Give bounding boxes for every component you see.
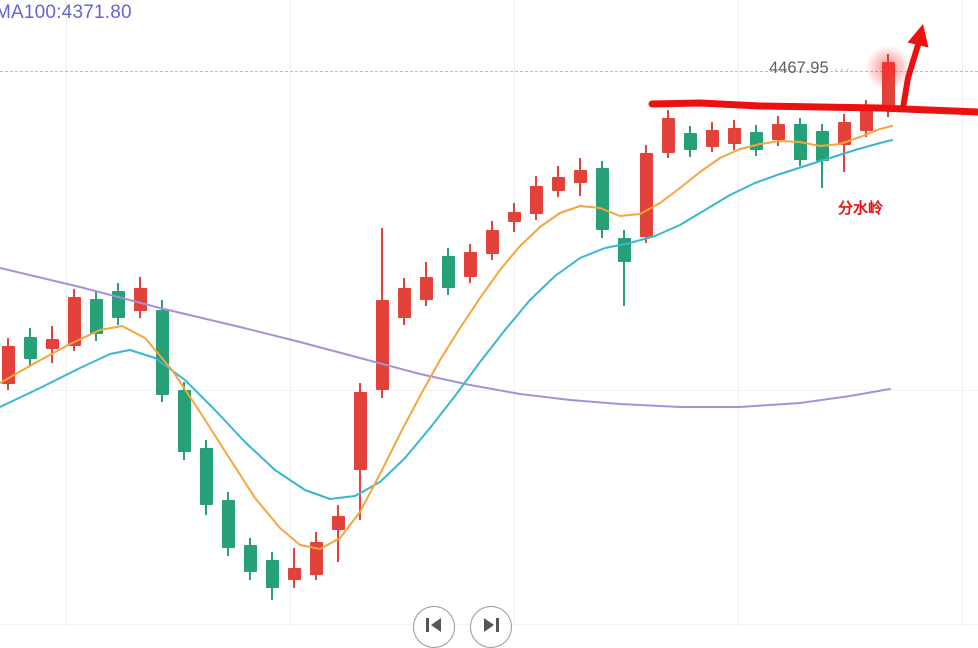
candle	[266, 560, 279, 588]
candle	[354, 392, 367, 470]
candle	[486, 230, 499, 254]
candle	[618, 238, 631, 262]
candle	[750, 132, 763, 150]
candle	[552, 177, 565, 191]
watershed-annotation-label: 分水岭	[838, 200, 884, 217]
candle	[68, 297, 81, 346]
candle	[134, 288, 147, 311]
candle	[794, 124, 807, 160]
candle	[2, 346, 15, 384]
price-leader-dots: ···	[833, 62, 852, 76]
skip-back-button[interactable]	[413, 606, 455, 648]
candle	[574, 170, 587, 183]
candle	[530, 186, 543, 214]
candle	[112, 291, 125, 318]
ma100-indicator-label: MA100:4371.80	[0, 2, 132, 23]
candle	[706, 130, 719, 147]
candle	[24, 337, 37, 359]
candle	[332, 516, 345, 530]
candle	[772, 124, 785, 140]
candle	[464, 252, 477, 277]
candle	[376, 300, 389, 390]
candle	[728, 128, 741, 144]
candle	[156, 310, 169, 395]
candlestick-chart[interactable]	[0, 0, 978, 628]
candle	[200, 448, 213, 505]
candle	[860, 110, 873, 131]
candle	[178, 390, 191, 452]
last-price-value: 4467.95	[769, 59, 829, 77]
last-price-label: 4467.95 ···	[769, 59, 852, 78]
candle	[442, 256, 455, 288]
last-candle-glow	[864, 44, 912, 92]
vertical-gridline	[962, 0, 963, 628]
last-price-dashed-line	[0, 71, 978, 72]
candle	[222, 500, 235, 548]
candle	[310, 542, 323, 575]
skip-back-icon	[426, 618, 441, 632]
candle	[420, 277, 433, 300]
candle	[640, 153, 653, 237]
candle	[662, 118, 675, 153]
candle	[46, 339, 59, 349]
candle	[684, 133, 697, 150]
candle-wick	[337, 505, 339, 562]
candle	[398, 288, 411, 318]
candle	[90, 299, 103, 334]
skip-forward-button[interactable]	[470, 606, 512, 648]
skip-forward-icon	[484, 618, 499, 632]
candle	[508, 212, 521, 222]
candle	[838, 122, 851, 145]
candle	[596, 168, 609, 230]
candle	[288, 568, 301, 580]
candle	[816, 131, 829, 161]
candle	[244, 545, 257, 572]
